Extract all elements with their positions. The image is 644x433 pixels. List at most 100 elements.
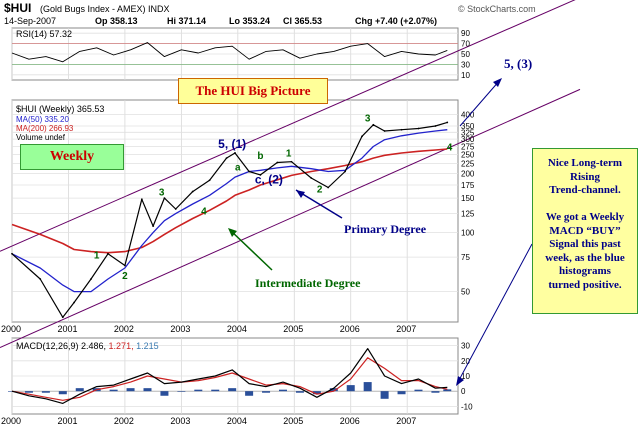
macd-histogram-bar [24, 391, 33, 393]
note-line: week, as the blue [545, 251, 625, 264]
hui-price-point [225, 157, 228, 160]
macd-histogram-bar [177, 391, 186, 392]
legend-ma50: MA(50) 335.20 [16, 115, 69, 124]
wave-label: 4 [201, 206, 207, 217]
note-line: Rising [570, 170, 600, 183]
rsi-tick-label: 10 [461, 71, 470, 80]
hui-price-point [361, 135, 363, 138]
macd-histogram-bar [278, 389, 287, 392]
macd-histogram-bar [41, 391, 50, 393]
macd-histogram-bar [211, 389, 220, 392]
hui-price-point [61, 316, 64, 319]
ma200-line [11, 148, 448, 254]
macd-histogram-bar [75, 388, 84, 392]
x-tick-label: 2007 [396, 324, 416, 334]
x-tick-label: 2003 [170, 324, 190, 334]
hui-price-point [259, 174, 262, 176]
hui-price-point [234, 152, 236, 154]
hui-price-point [124, 264, 126, 267]
wave-label: 3 [365, 114, 371, 125]
macd-line [11, 348, 448, 404]
x-tick-label: 2000 [1, 324, 21, 334]
macd-histogram-bar [380, 391, 389, 399]
primary-degree-label: Primary Degree [344, 222, 427, 236]
macd-histogram-bar [126, 388, 135, 392]
hui-price-point [372, 123, 375, 126]
note-line: MACD “BUY” [549, 224, 621, 237]
wave-label: 1 [286, 149, 292, 160]
macd-histogram-bar [58, 391, 67, 395]
wave-label: 3 [159, 187, 165, 198]
legend-price: $HUI (Weekly) 365.53 [16, 104, 104, 114]
macd-histogram-bar [397, 391, 406, 395]
hui-price-point [327, 186, 330, 189]
intermediate-degree-arrow [228, 228, 273, 271]
macd-histogram-bar [143, 388, 152, 392]
y-tick-label: 175 [461, 181, 475, 190]
rsi-tick-label: 50 [461, 50, 470, 59]
header-low: Lo 353.24 [229, 16, 270, 26]
macd-histogram-bar [194, 389, 203, 392]
x-tick-label: 2001 [57, 324, 77, 334]
intermediate-degree-label: Intermediate Degree [255, 276, 361, 290]
y-tick-label: 225 [461, 160, 475, 169]
y-tick-label: 75 [461, 253, 470, 262]
hui-price-point [290, 160, 293, 163]
macd-signal-line [11, 357, 448, 401]
macd-tick-label: -10 [461, 402, 473, 411]
y-tick-label: 400 [461, 111, 475, 120]
hui-price-point [417, 127, 420, 130]
ma50-line [11, 129, 448, 293]
macd-histogram-bar [245, 391, 254, 396]
weekly-label: Weekly [20, 144, 124, 170]
macd-histogram-bar [295, 391, 304, 393]
legend-volume: Volume undef [16, 133, 66, 142]
header-high: Hi 371.14 [167, 16, 206, 26]
hui-price-point [140, 198, 143, 201]
wave-label: c, (2) [255, 173, 283, 187]
x-tick-label: 2001 [57, 416, 77, 426]
macd-histogram-bar [109, 389, 118, 392]
note-line: We got a Weekly [545, 211, 625, 223]
macd-histogram-bar [363, 382, 372, 392]
x-tick-label: 2003 [170, 416, 190, 426]
watermark: © StockCharts.com [458, 4, 536, 14]
rsi-title: RSI(14) 57.32 [16, 29, 72, 39]
macd-histogram-bar [443, 389, 452, 392]
hui-price-point [248, 170, 251, 173]
hui-price-point [152, 225, 155, 227]
macd-histogram-bar [160, 391, 169, 396]
hui-price-point [174, 208, 177, 210]
x-tick-label: 2006 [340, 324, 360, 334]
legend-ma200: MA(200) 266.93 [16, 124, 74, 133]
macd-histogram-bar [346, 385, 355, 392]
hui-price-point [163, 197, 166, 200]
macd-histogram-bar [329, 388, 338, 392]
x-tick-label: 2004 [227, 416, 247, 426]
note-line: Trend-channel. [549, 184, 621, 196]
y-tick-label: 250 [461, 151, 475, 160]
note-line [533, 198, 637, 212]
x-tick-label: 2005 [283, 416, 303, 426]
hui-price-point [11, 252, 13, 255]
note-line: Nice Long-term [547, 157, 623, 169]
x-tick-label: 2002 [114, 324, 134, 334]
macd-title: MACD(12,26,9) 2.486, 1.271, 1.215 [16, 341, 159, 351]
y-tick-label: 325 [461, 128, 475, 137]
wave-label: b [257, 151, 263, 162]
rsi-line [11, 42, 448, 63]
primary-degree-arrow [295, 189, 343, 219]
note-arrow [456, 243, 533, 386]
label-layer: 2000200020012001200220022003200320042004… [1, 29, 475, 426]
hui-price-point [400, 128, 403, 131]
y-tick-label: 275 [461, 143, 475, 152]
x-tick-label: 2000 [1, 416, 21, 426]
x-tick-label: 2004 [227, 324, 247, 334]
header-date: 14-Sep-2007 [4, 16, 56, 26]
hui-price-point [73, 301, 76, 304]
macd-histogram-bar [414, 389, 423, 392]
wave-label: 5, (1) [218, 137, 246, 151]
y-tick-label: 200 [461, 170, 475, 179]
macd-histogram-bar [262, 391, 271, 393]
